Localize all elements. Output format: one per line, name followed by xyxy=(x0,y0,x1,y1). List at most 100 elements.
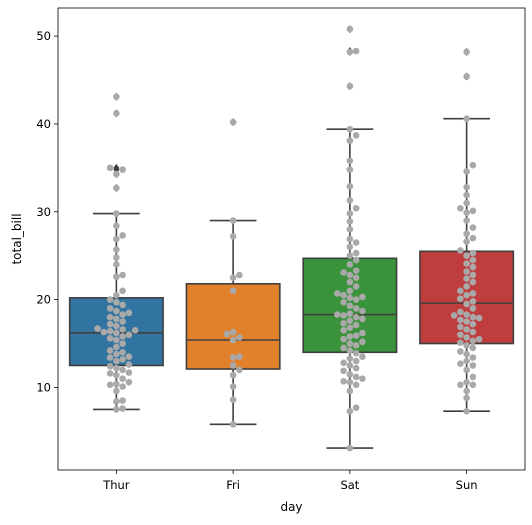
data-point xyxy=(113,364,120,372)
data-point xyxy=(463,394,470,402)
data-point xyxy=(340,344,347,352)
data-point xyxy=(340,367,347,375)
data-point xyxy=(113,298,120,306)
data-point xyxy=(94,325,101,332)
data-point xyxy=(359,375,366,382)
data-point xyxy=(100,328,108,336)
data-point xyxy=(113,261,120,268)
data-point xyxy=(352,47,360,55)
data-point xyxy=(113,357,120,365)
data-point xyxy=(113,246,120,253)
data-point xyxy=(475,335,483,343)
data-point xyxy=(352,204,360,212)
swarm-sat xyxy=(334,25,366,452)
data-point xyxy=(119,271,126,279)
data-point xyxy=(457,381,464,389)
data-point xyxy=(113,93,120,101)
data-point xyxy=(463,209,470,216)
data-point xyxy=(229,233,237,240)
data-point xyxy=(457,331,464,339)
data-point xyxy=(113,322,120,330)
data-point xyxy=(113,210,120,217)
data-point xyxy=(106,164,114,172)
x-tick-label-thur: Thur xyxy=(102,478,130,492)
data-point xyxy=(113,170,120,178)
data-point xyxy=(463,350,470,358)
data-point xyxy=(113,315,120,323)
data-point xyxy=(125,309,133,317)
data-point xyxy=(334,311,341,318)
data-point xyxy=(457,360,464,368)
data-point xyxy=(352,274,360,281)
data-point xyxy=(229,371,237,379)
data-point xyxy=(463,366,470,374)
y-tick-label: 10 xyxy=(36,380,51,394)
data-point xyxy=(125,331,133,339)
data-point xyxy=(352,332,360,339)
data-point xyxy=(469,313,477,321)
data-point xyxy=(359,338,366,346)
data-point xyxy=(346,324,354,332)
y-axis: 10 20 30 40 50 xyxy=(36,29,58,394)
swarm-fri xyxy=(223,118,243,428)
data-point xyxy=(469,344,477,352)
data-point xyxy=(106,347,114,354)
data-point xyxy=(352,305,360,312)
data-point xyxy=(346,183,354,190)
data-point xyxy=(106,296,114,303)
data-point xyxy=(106,313,114,321)
data-point xyxy=(125,361,133,368)
data-point xyxy=(463,73,470,80)
data-point xyxy=(346,287,354,295)
data-point xyxy=(340,327,347,334)
data-point xyxy=(346,317,354,324)
data-point xyxy=(469,298,477,305)
data-point xyxy=(119,311,126,318)
data-point xyxy=(340,269,347,276)
data-point xyxy=(346,210,354,217)
data-point xyxy=(469,381,477,389)
data-point xyxy=(346,243,354,251)
data-point xyxy=(463,199,470,207)
data-point xyxy=(113,254,120,261)
data-point xyxy=(106,354,114,361)
data-point xyxy=(113,371,120,379)
data-point xyxy=(229,336,237,344)
data-point xyxy=(106,334,114,342)
data-point xyxy=(463,217,470,224)
data-point xyxy=(113,343,120,351)
data-point xyxy=(119,333,126,340)
data-point xyxy=(457,339,464,346)
data-point xyxy=(463,311,470,318)
data-point xyxy=(346,278,354,286)
data-point xyxy=(450,312,458,319)
data-point xyxy=(340,335,347,343)
data-point xyxy=(346,25,354,33)
data-point xyxy=(106,320,114,328)
data-point xyxy=(119,326,126,333)
data-point xyxy=(359,307,366,315)
y-tick-label: 50 xyxy=(36,29,51,43)
data-point xyxy=(463,168,470,175)
data-point xyxy=(475,314,483,322)
data-point xyxy=(457,295,464,303)
data-point xyxy=(340,291,347,299)
data-point xyxy=(119,232,126,239)
data-point xyxy=(463,357,470,365)
data-point xyxy=(119,356,126,363)
data-point xyxy=(346,302,354,310)
data-point xyxy=(236,271,243,279)
data-point xyxy=(340,298,347,306)
x-axis: Thur Fri Sat Sun xyxy=(102,470,478,492)
data-point xyxy=(125,353,133,360)
data-point xyxy=(469,320,477,328)
data-point xyxy=(463,291,470,299)
data-point xyxy=(469,249,477,257)
plot-area xyxy=(58,8,525,470)
data-point xyxy=(131,327,139,334)
data-point xyxy=(106,327,114,335)
data-point xyxy=(352,249,360,257)
data-point xyxy=(346,166,354,173)
data-point xyxy=(463,275,470,282)
x-tick-label-sat: Sat xyxy=(340,478,359,492)
